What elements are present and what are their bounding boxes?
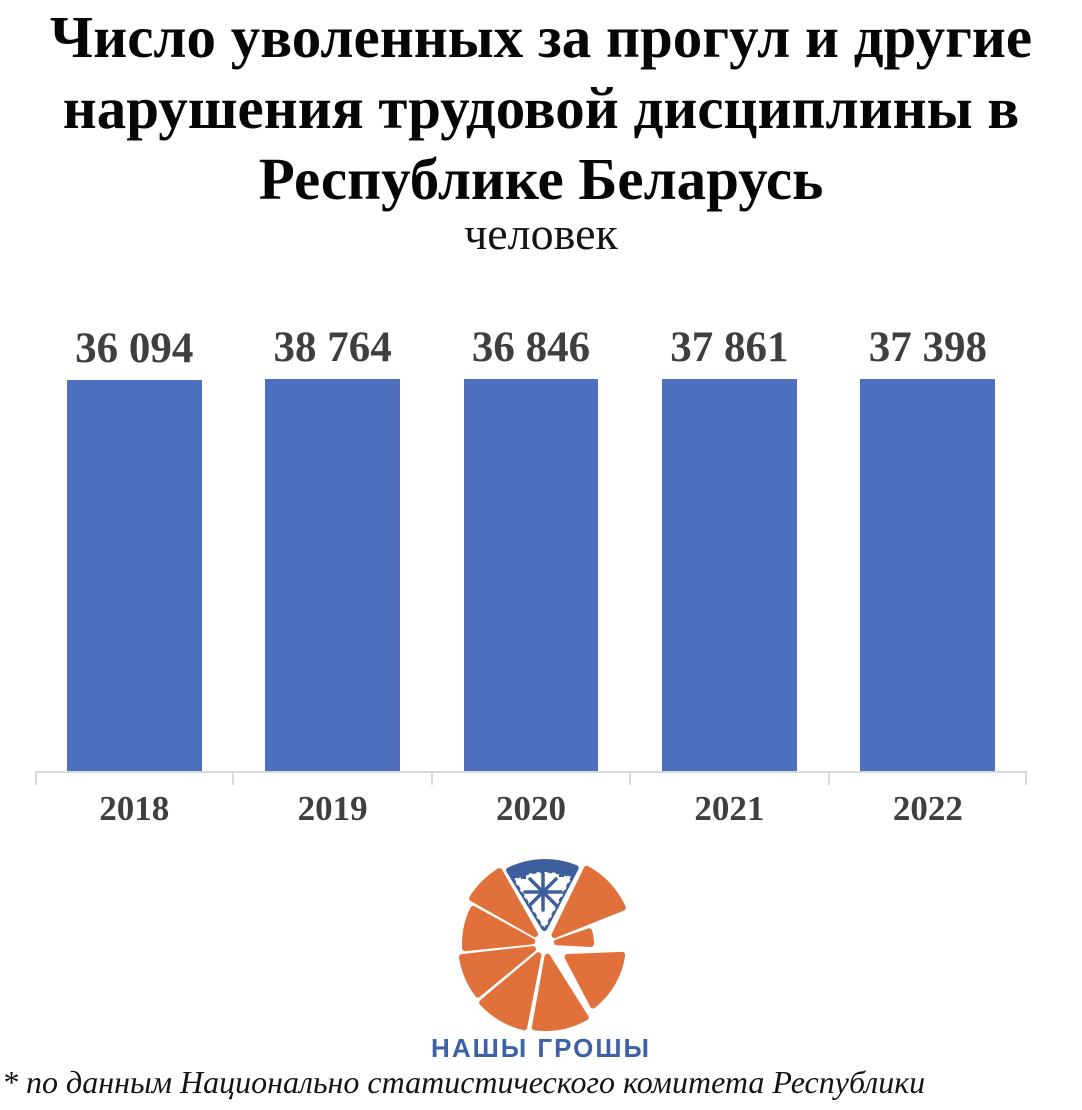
bar-group-2022: 37 398 <box>829 326 1027 771</box>
x-tick-label-2020: 2020 <box>496 789 567 828</box>
bar-2021 <box>661 379 797 771</box>
ornament-dots <box>521 860 564 895</box>
bar-group-2021: 37 861 <box>630 326 828 771</box>
bar-value-label: 36 846 <box>471 324 591 371</box>
bar-group-2019: 38 764 <box>233 326 431 771</box>
x-axis-labels: 2018 2019 2020 2021 2022 <box>35 789 1027 829</box>
chart-unit-label: человек <box>464 208 618 259</box>
bar-value-label: 37 398 <box>868 324 987 371</box>
chart-title: Число уволенных за прогул и другие наруш… <box>0 2 1082 215</box>
bar-group-2020: 36 846 <box>432 326 630 771</box>
bar-group-2018: 36 094 <box>35 326 233 771</box>
axis-tick <box>35 773 37 785</box>
bar-value-label: 36 094 <box>75 325 194 372</box>
x-tick-label-2018: 2018 <box>99 789 170 828</box>
chart-title-line-3: Республике Беларусь <box>258 146 824 212</box>
logo-wordmark: НАШЫ ГРОШЫ <box>431 1033 651 1063</box>
x-tick-label-2019: 2019 <box>297 789 368 828</box>
x-axis-line <box>35 771 1027 785</box>
axis-tick <box>430 773 433 785</box>
bar-2019 <box>265 379 401 771</box>
x-tick-label-2021: 2021 <box>694 789 765 828</box>
chart-title-line-2: нарушения трудовой дисциплины в <box>62 75 1020 141</box>
axis-tick <box>827 773 830 785</box>
bar-2022 <box>860 379 996 771</box>
bar-value-label: 37 861 <box>670 324 789 371</box>
logo-orange-wedges <box>459 865 626 1031</box>
axis-tick <box>1025 773 1027 785</box>
bar-chart-plot: 36 094 38 764 36 846 37 861 37 398 <box>35 326 1027 771</box>
axis-tick <box>232 773 235 785</box>
bar-2020 <box>463 379 599 771</box>
logo-ornament-wedge <box>506 859 579 933</box>
x-tick-label-2022: 2022 <box>892 789 963 828</box>
chart-title-line-1: Число уволенных за прогул и другие <box>49 4 1033 70</box>
axis-tick <box>629 773 632 785</box>
nashy-groshy-logo-icon <box>459 859 626 1031</box>
source-footnote: * по данным Национально статистического … <box>2 1064 926 1100</box>
bar-value-label: 38 764 <box>273 324 392 371</box>
bar-2018 <box>66 380 202 771</box>
